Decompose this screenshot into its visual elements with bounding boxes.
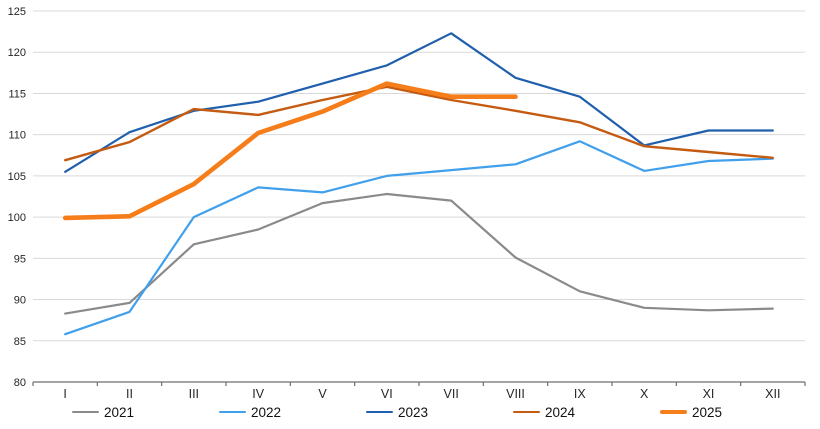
- legend-label: 2025: [691, 404, 722, 420]
- legend-item-2021: 2021: [72, 405, 134, 420]
- series-line-2025: [62, 81, 518, 221]
- x-axis-tick-label: XII: [765, 387, 780, 399]
- y-axis-tick-label: 95: [14, 253, 26, 265]
- legend-label: 2021: [104, 404, 135, 420]
- y-axis-tick-label: 120: [8, 47, 26, 59]
- y-axis-tick-label: 100: [8, 212, 26, 224]
- legend-line-swatch: [218, 410, 246, 414]
- x-axis-tick-label: XI: [703, 387, 715, 399]
- y-axis-tick-label: 110: [8, 130, 26, 142]
- y-axis-tick-label: 125: [8, 6, 26, 18]
- series-line-2021: [64, 192, 774, 315]
- legend-line-swatch: [512, 410, 540, 414]
- legend-item-2024: 2024: [512, 404, 575, 420]
- legend-label: 2023: [397, 404, 429, 420]
- legend-label: 2022: [250, 404, 282, 420]
- y-axis-tick-label: 85: [14, 336, 26, 348]
- chart-legend: 2021 2022 2023 2024 2025: [72, 399, 722, 425]
- series-line-2023: [64, 32, 774, 173]
- y-axis-tick-label: 105: [8, 171, 26, 183]
- x-axis-tick-label: IX: [574, 387, 586, 399]
- x-axis-tick-label: II: [126, 387, 133, 399]
- series-line-2024: [63, 85, 774, 162]
- y-axis-tick-label: 90: [14, 295, 26, 307]
- legend-label: 2024: [544, 404, 575, 420]
- x-axis-tick-label: IV: [252, 387, 264, 399]
- series-line-2022: [64, 140, 774, 336]
- y-axis-tick-label: 115: [8, 88, 26, 100]
- legend-line-swatch: [659, 409, 687, 415]
- x-axis-tick-label: I: [63, 387, 66, 399]
- x-axis-tick-label: VI: [381, 387, 393, 399]
- legend-line-swatch: [365, 410, 393, 414]
- x-axis-tick-label: X: [640, 387, 649, 399]
- x-axis-tick-label: III: [189, 387, 199, 399]
- legend-item-2025: 2025: [659, 404, 722, 420]
- legend-item-2022: 2022: [218, 404, 282, 420]
- legend-line-swatch: [72, 410, 99, 414]
- x-axis-tick-label: V: [318, 387, 327, 399]
- x-axis-tick-label: VII: [444, 387, 459, 399]
- legend-item-2023: 2023: [365, 404, 429, 420]
- x-axis-tick-label: VIII: [506, 387, 525, 399]
- y-axis-tick-label: 80: [14, 377, 26, 389]
